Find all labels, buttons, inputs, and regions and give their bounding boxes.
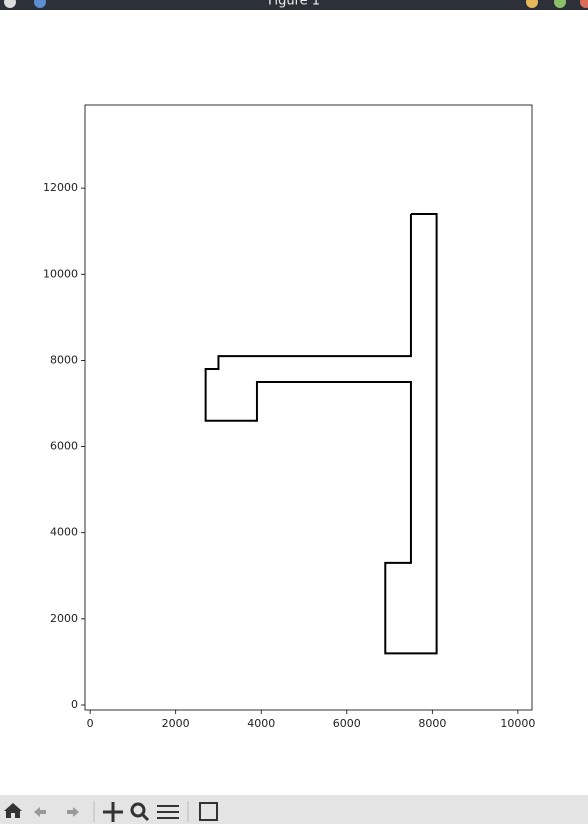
zoom-handle (140, 812, 150, 822)
x-tick-label: 8000 (418, 717, 446, 730)
pan-button[interactable] (103, 802, 123, 822)
x-tick-label: 10000 (500, 717, 535, 730)
x-tick-label: 6000 (333, 717, 361, 730)
configure-button[interactable] (157, 805, 179, 819)
forward-button[interactable] (67, 807, 79, 817)
back-button[interactable] (34, 807, 46, 817)
toolbar (0, 795, 588, 824)
y-tick-label: 6000 (50, 440, 78, 453)
toolbar-icons (4, 801, 218, 822)
window-button[interactable] (34, 0, 46, 8)
home-button[interactable] (4, 803, 22, 818)
zoom-button[interactable] (130, 802, 146, 818)
y-tick-label: 12000 (43, 181, 78, 194)
y-tick-label: 10000 (43, 267, 78, 280)
save-button[interactable] (199, 802, 218, 821)
line (204, 212, 438, 655)
y-tick-label: 8000 (50, 353, 78, 366)
y-tick-label: 2000 (50, 612, 78, 625)
title-bar (0, 0, 588, 10)
axes-frame (84, 104, 533, 711)
x-tick-label: 4000 (247, 717, 275, 730)
x-tick-label: 2000 (162, 717, 190, 730)
window-title: Figure 1 (268, 0, 320, 9)
window-button[interactable] (580, 0, 588, 8)
window-button[interactable] (526, 0, 538, 8)
window-button[interactable] (4, 0, 16, 8)
x-tick-label: 0 (87, 717, 94, 730)
y-tick-label: 4000 (50, 526, 78, 539)
y-tick-label: 0 (71, 698, 78, 711)
window-button[interactable] (554, 0, 566, 8)
